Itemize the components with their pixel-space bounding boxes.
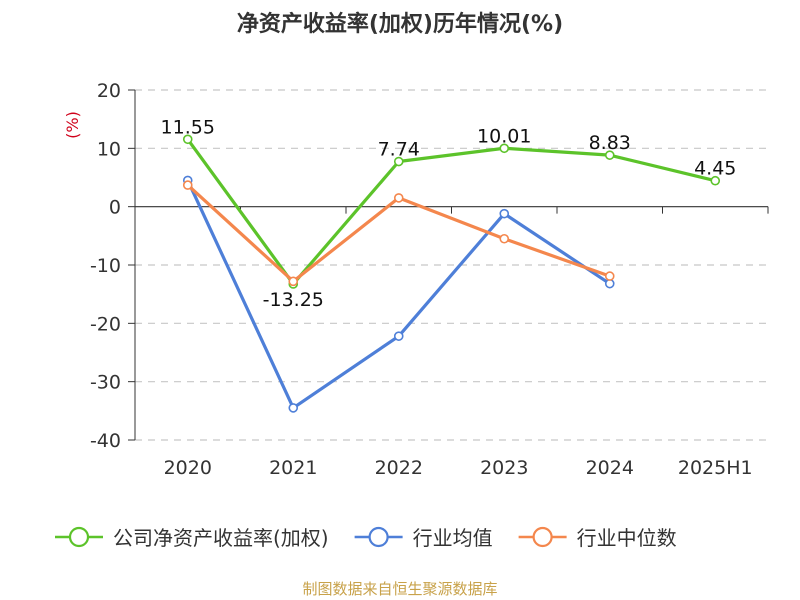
- legend-label: 行业中位数: [577, 526, 677, 550]
- series-layer: [182, 134, 721, 413]
- data-label: 10.01: [477, 125, 531, 147]
- data-point: [393, 156, 404, 167]
- data-point: [604, 271, 615, 281]
- y-tick-label: -30: [90, 372, 121, 394]
- data-point: [393, 331, 404, 341]
- x-tick-label: 2022: [375, 457, 423, 479]
- series-line: [186, 179, 611, 410]
- y-tick-label: -10: [90, 255, 121, 277]
- data-label-layer: 11.55 -13.25 7.74 10.01 8.83 4.45: [161, 116, 737, 311]
- legend-swatch-marker: [368, 526, 389, 548]
- data-point: [710, 175, 721, 186]
- data-point: [393, 193, 404, 203]
- grid-layer: [135, 89, 768, 441]
- legend-swatch-marker: [532, 526, 553, 548]
- data-point: [288, 276, 299, 287]
- y-tick-label: 0: [109, 197, 121, 219]
- data-point: [288, 403, 299, 413]
- y-tick-label: -20: [90, 313, 121, 335]
- legend-swatch-marker: [68, 526, 90, 548]
- data-point: [182, 180, 193, 190]
- data-label: 7.74: [378, 139, 420, 161]
- data-label: -13.25: [263, 289, 324, 311]
- x-tick-label: 2021: [269, 457, 317, 479]
- y-tick-label: -40: [90, 430, 121, 452]
- data-point: [604, 150, 615, 160]
- x-tick-label: 2025H1: [678, 457, 753, 479]
- data-point: [499, 143, 510, 154]
- x-tick-label: 2020: [164, 457, 212, 479]
- legend-label: 行业均值: [413, 526, 493, 550]
- y-tick-label: 20: [97, 80, 121, 102]
- chart-title: 净资产收益率(加权)历年情况(%): [236, 12, 564, 37]
- source-note: 制图数据来自恒生聚源数据库: [302, 580, 498, 598]
- data-label: 11.55: [161, 116, 215, 138]
- series-line: [186, 138, 716, 286]
- data-label: 8.83: [589, 132, 631, 154]
- data-point: [499, 208, 510, 219]
- y-axis-unit: (%): [63, 111, 82, 139]
- data-point: [182, 134, 193, 145]
- data-label: 4.45: [694, 158, 736, 180]
- axis-layer: 20 10 0 -10 -20 -30 -40 2020 2021 2022 2023 2024 202…: [63, 80, 769, 479]
- data-point: [499, 233, 510, 244]
- y-tick-label: 10: [97, 138, 121, 160]
- x-tick-label: 2023: [480, 457, 528, 479]
- x-tick-label: 2024: [586, 457, 634, 479]
- legend: 公司净资产收益率(加权) 行业均值 行业中位数: [55, 526, 677, 550]
- legend-label: 公司净资产收益率(加权): [113, 526, 329, 550]
